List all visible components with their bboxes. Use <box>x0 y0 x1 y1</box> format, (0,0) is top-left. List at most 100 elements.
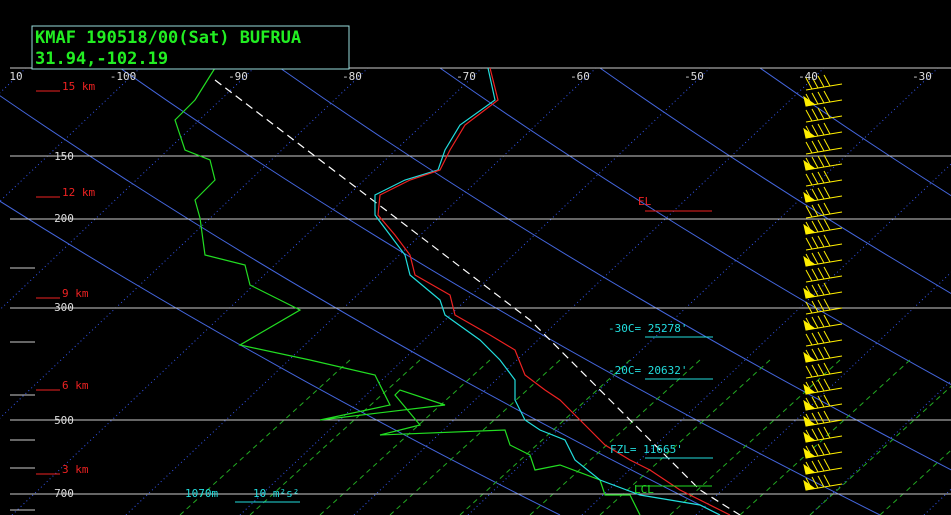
barb-feather <box>805 365 813 378</box>
barb-feather <box>817 107 825 120</box>
barb-feather <box>811 252 819 265</box>
temp-label: 10 <box>9 70 22 83</box>
mixing-ratio-line <box>879 449 951 515</box>
barb-pennant <box>803 383 816 395</box>
isotherm <box>0 67 27 94</box>
barb-feather <box>811 268 819 281</box>
barb-feather <box>817 395 825 408</box>
isotherm <box>125 67 597 515</box>
barb-feather <box>817 379 825 392</box>
background-lines <box>0 67 951 515</box>
header-box <box>31 25 350 70</box>
barb-feather <box>817 171 825 184</box>
mixing-ratio-line <box>389 359 561 515</box>
isotherm <box>467 67 939 515</box>
height-label: 15 km <box>62 80 95 93</box>
barb-feather <box>823 90 831 103</box>
barb-feather <box>811 220 819 233</box>
barb-feather <box>811 428 819 441</box>
barb-feather <box>817 91 825 104</box>
barb-feather <box>823 474 831 487</box>
barb-feather <box>823 394 831 407</box>
barb-feather <box>811 92 819 105</box>
temp-label: -80 <box>342 70 362 83</box>
minus30-label: -30C= 25278' <box>608 322 687 335</box>
station-coords: 31.94,-102.19 <box>35 49 168 69</box>
dry-adiabat <box>0 200 561 515</box>
barb-pennant <box>803 255 816 267</box>
pressure-label: 300 <box>54 301 74 314</box>
virtual-temp-curve <box>374 67 721 515</box>
barb-feather <box>817 267 825 280</box>
temp-label: -90 <box>228 70 248 83</box>
barb-feather <box>811 380 819 393</box>
barb-feather <box>817 123 825 136</box>
mixing-ratio-line <box>249 359 421 515</box>
parcel-trace <box>214 79 741 515</box>
lcl-label: LCL <box>634 483 654 496</box>
pressure-label: 500 <box>54 414 74 427</box>
barb-feather <box>823 426 831 439</box>
temp-label: -100 <box>110 70 137 83</box>
barb-feather <box>811 476 819 489</box>
barb-feather <box>805 141 813 154</box>
barb-feather <box>823 298 831 311</box>
barb-feather <box>823 186 831 199</box>
barb-feather <box>805 333 813 346</box>
barb-feather <box>823 458 831 471</box>
barb-feather <box>823 378 831 391</box>
barb-feather <box>811 460 819 473</box>
barb-feather <box>805 173 813 186</box>
barb-feather <box>817 411 825 424</box>
barb-feather <box>811 364 819 377</box>
barb-feather <box>817 155 825 168</box>
dry-adiabat <box>759 67 951 197</box>
station-title: KMAF 190518/00(Sat) BUFRUA <box>35 28 301 48</box>
temp-label: -50 <box>684 70 704 83</box>
temperature-curve <box>377 67 731 515</box>
barb-feather <box>817 75 825 88</box>
barb-pennant <box>803 479 816 491</box>
height-label: 3 km <box>62 463 89 476</box>
mixing-ratio-line <box>179 359 351 515</box>
barb-pennant <box>803 191 816 203</box>
barb-pennant <box>803 431 816 443</box>
minus20-label: -20C= 20632' <box>608 364 687 377</box>
barb-feather <box>811 284 819 297</box>
isotherm <box>11 67 483 515</box>
barb-feather <box>805 269 813 282</box>
barb-feather <box>823 250 831 263</box>
dry-adiabat <box>119 67 881 515</box>
barb-feather <box>817 475 825 488</box>
mixing-ratio-line <box>809 385 951 515</box>
barb-feather <box>817 347 825 360</box>
barb-feather <box>805 77 813 90</box>
barb-feather <box>817 363 825 376</box>
barb-pennant <box>803 447 816 459</box>
barb-feather <box>811 412 819 425</box>
dewpoint-curve <box>174 67 641 515</box>
barb-feather <box>823 266 831 279</box>
barb-feather <box>811 316 819 329</box>
barb-feather <box>823 170 831 183</box>
barb-feather <box>823 234 831 247</box>
fzl-label: FZL= 11665' <box>610 443 683 456</box>
barb-feather <box>811 348 819 361</box>
barb-feather <box>811 140 819 153</box>
barb-pennant <box>803 319 816 331</box>
barb-feather <box>805 109 813 122</box>
barb-pennant <box>803 223 816 235</box>
barb-feather <box>823 138 831 151</box>
isotherm <box>809 380 951 515</box>
dry-adiabat <box>439 67 951 386</box>
barb-feather <box>817 443 825 456</box>
height-annotation: 1070m <box>185 487 218 500</box>
barb-feather <box>811 108 819 121</box>
temp-label: -30 <box>912 70 932 83</box>
barb-feather <box>817 219 825 232</box>
barb-feather <box>811 236 819 249</box>
barb-pennant <box>803 399 816 411</box>
height-label: 12 km <box>62 186 95 199</box>
